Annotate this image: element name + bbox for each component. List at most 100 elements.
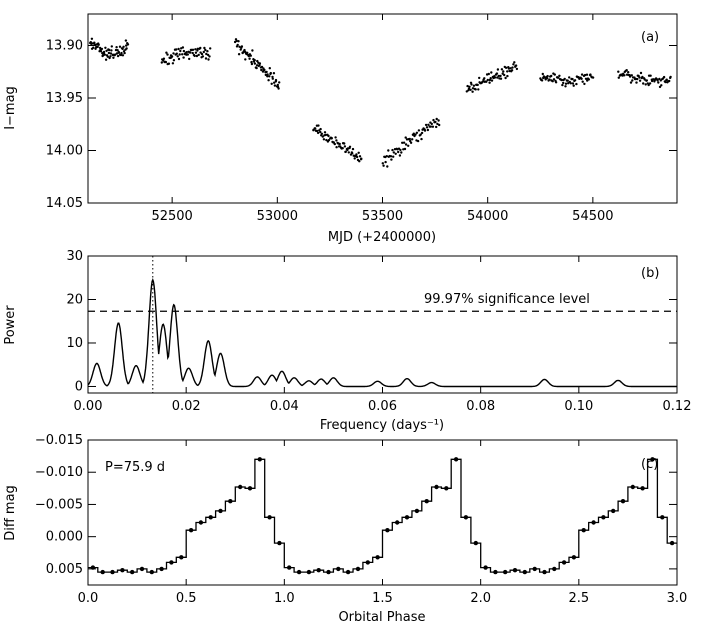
panel-a-point bbox=[509, 67, 512, 70]
panel-a-frame bbox=[87, 13, 678, 204]
panel-c-step-curve bbox=[88, 458, 677, 573]
panel-a-point bbox=[635, 81, 638, 84]
panel-a-point bbox=[429, 125, 432, 128]
panel-a-point bbox=[240, 45, 244, 48]
panel-a-point bbox=[343, 142, 346, 145]
panel-c-xtick-label: 0.5 bbox=[176, 591, 197, 606]
panel-a-point bbox=[243, 48, 246, 52]
panel-a-xtick-label: 53000 bbox=[257, 209, 298, 224]
panel-b-marks bbox=[87, 256, 677, 393]
panel-a-point bbox=[662, 75, 666, 79]
panel-a-point bbox=[511, 66, 514, 69]
panel-a-point bbox=[335, 139, 338, 142]
panel-c-frame bbox=[87, 439, 678, 586]
panel-a-point bbox=[322, 138, 326, 141]
panel-a-point bbox=[118, 45, 122, 48]
panel-a-point bbox=[402, 141, 406, 144]
panel-a-point bbox=[237, 53, 241, 56]
panel-a-point bbox=[658, 77, 661, 81]
panel-a-point bbox=[267, 79, 270, 82]
panel-a-point bbox=[250, 62, 254, 66]
panel-a-point bbox=[334, 136, 337, 139]
panel-a-point bbox=[199, 46, 202, 50]
panel-a-point bbox=[540, 79, 544, 82]
panel-a-point bbox=[268, 67, 271, 70]
panel-a-point bbox=[181, 53, 184, 56]
panel-a-xlabel: MJD (+2400000) bbox=[328, 230, 436, 245]
panel-a-point bbox=[237, 40, 240, 43]
panel-c-xtick-label: 3.0 bbox=[667, 591, 688, 606]
panel-c-label: (c) bbox=[641, 457, 658, 472]
panel-a-point bbox=[485, 80, 488, 83]
panel-a-point bbox=[191, 48, 195, 51]
panel-a-point bbox=[355, 155, 359, 159]
panel-a-point bbox=[381, 162, 384, 165]
panel-a-point bbox=[573, 79, 577, 82]
panel-a-point bbox=[167, 62, 171, 65]
panel-a-point bbox=[435, 117, 438, 121]
panel-a-point bbox=[399, 148, 402, 152]
panel-a-point bbox=[335, 146, 338, 149]
panel-a-point bbox=[407, 144, 410, 147]
panel-a-point bbox=[591, 76, 595, 79]
panel-a-point bbox=[260, 68, 263, 72]
panel-b-xtick-label: 0.10 bbox=[564, 399, 593, 414]
panel-a-point bbox=[483, 77, 486, 80]
panel-a-point bbox=[394, 152, 397, 155]
panel-a-point bbox=[186, 53, 189, 56]
panel-a-ylabel: I−mag bbox=[3, 86, 18, 130]
panel-a-point bbox=[239, 48, 242, 51]
panel-a-point bbox=[110, 45, 114, 48]
panel-a-point bbox=[278, 81, 281, 84]
panel-a-point bbox=[333, 142, 336, 146]
panel-a-point bbox=[204, 57, 208, 60]
panel-a-point bbox=[100, 47, 104, 51]
panel-a-point bbox=[489, 77, 492, 80]
panel-a-point bbox=[417, 129, 421, 132]
panel-a-point bbox=[438, 123, 441, 127]
panel-a-point bbox=[235, 39, 238, 43]
panel-a-point bbox=[103, 53, 107, 56]
panel-a-point bbox=[315, 129, 319, 133]
panel-a-point bbox=[105, 49, 108, 52]
panel-c-ytick-label: 0.005 bbox=[46, 562, 83, 577]
panel-a-point bbox=[490, 71, 493, 74]
panel-a-point bbox=[255, 66, 258, 70]
panel-a-point bbox=[617, 70, 620, 73]
panel-a-point bbox=[423, 129, 427, 132]
panel-a-ytick-label: 14.05 bbox=[46, 196, 83, 211]
panel-a-point bbox=[196, 47, 199, 50]
panel-a-point bbox=[504, 66, 508, 70]
panel-a-point bbox=[120, 51, 123, 55]
panel-a-point bbox=[401, 141, 404, 144]
panel-c-phase-curve: 0.0 0.5 1.0 1.5 2.0 2.5 3.0 −0.015 −0.010 −0.005 0… bbox=[3, 433, 687, 625]
panel-a-point bbox=[358, 160, 361, 163]
panel-a-point bbox=[436, 122, 439, 126]
panel-a-point bbox=[471, 87, 475, 90]
panel-c-ticks: 0.0 0.5 1.0 1.5 2.0 2.5 3.0 −0.015 −0.010 −0.005 0… bbox=[35, 433, 687, 606]
panel-c-marks bbox=[88, 457, 677, 575]
panel-a-point bbox=[316, 131, 320, 135]
panel-a-point bbox=[270, 82, 273, 86]
panel-a-point bbox=[351, 152, 354, 155]
panel-a-point bbox=[627, 71, 630, 74]
panel-a-point bbox=[205, 52, 208, 56]
panel-a-point bbox=[656, 79, 659, 82]
panel-a-point bbox=[108, 48, 111, 52]
panel-a-point bbox=[99, 50, 103, 53]
panel-a-point bbox=[253, 59, 256, 62]
panel-a-point bbox=[189, 51, 192, 54]
panel-a-point bbox=[580, 73, 584, 76]
panel-a-point bbox=[126, 43, 130, 46]
panel-a-point bbox=[495, 72, 499, 75]
panel-a-point bbox=[566, 79, 569, 82]
panel-a-point bbox=[162, 57, 166, 60]
panel-a-point bbox=[472, 84, 476, 87]
panel-a-point bbox=[344, 150, 347, 153]
panel-a-point bbox=[638, 76, 641, 79]
panel-a-point bbox=[264, 73, 267, 77]
panel-a-point bbox=[104, 46, 107, 49]
panel-a-point bbox=[419, 133, 422, 136]
panel-a-point bbox=[387, 149, 390, 152]
